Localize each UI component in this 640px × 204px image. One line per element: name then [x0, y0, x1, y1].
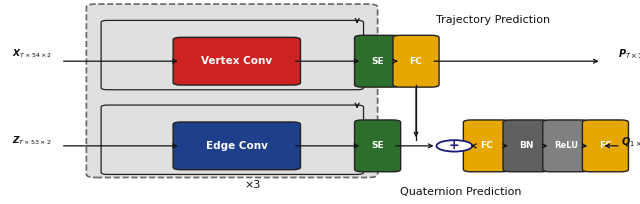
Circle shape: [436, 140, 472, 152]
FancyBboxPatch shape: [355, 120, 401, 172]
Text: Edge Conv: Edge Conv: [206, 141, 268, 151]
Text: Vertex Conv: Vertex Conv: [201, 56, 273, 66]
Text: FC: FC: [410, 57, 422, 66]
Text: BN: BN: [519, 141, 533, 150]
Text: Trajectory Prediction: Trajectory Prediction: [436, 15, 550, 26]
Text: ×3: ×3: [244, 180, 261, 190]
FancyBboxPatch shape: [463, 120, 509, 172]
Text: $\boldsymbol{X}_{T\times54\times2}$: $\boldsymbol{X}_{T\times54\times2}$: [12, 48, 52, 60]
FancyBboxPatch shape: [173, 122, 301, 170]
Text: SE: SE: [371, 141, 384, 150]
Text: +: +: [449, 139, 460, 152]
Text: $\boldsymbol{P}_{T\times1\times3}$: $\boldsymbol{P}_{T\times1\times3}$: [618, 47, 640, 61]
FancyBboxPatch shape: [173, 37, 301, 85]
Text: $\boldsymbol{Q}_{1\times53\times4}$: $\boldsymbol{Q}_{1\times53\times4}$: [621, 135, 640, 149]
FancyBboxPatch shape: [503, 120, 549, 172]
Text: FC: FC: [599, 141, 612, 150]
FancyBboxPatch shape: [543, 120, 589, 172]
Text: ReLU: ReLU: [554, 141, 578, 150]
Text: FC: FC: [480, 141, 493, 150]
FancyBboxPatch shape: [582, 120, 628, 172]
Text: $\boldsymbol{Z}_{T\times53\times2}$: $\boldsymbol{Z}_{T\times53\times2}$: [12, 134, 52, 147]
FancyBboxPatch shape: [86, 4, 378, 177]
FancyBboxPatch shape: [355, 35, 401, 87]
Text: SE: SE: [371, 57, 384, 66]
FancyBboxPatch shape: [393, 35, 439, 87]
Text: Quaternion Prediction: Quaternion Prediction: [400, 187, 522, 197]
